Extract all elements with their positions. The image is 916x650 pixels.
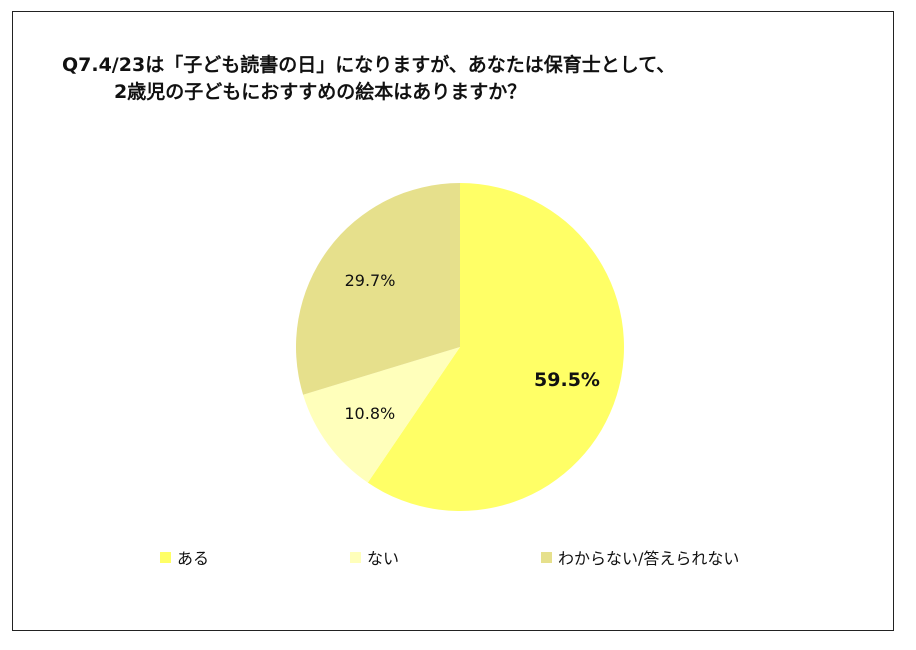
legend-item-wakaranai: わからない/答えられない <box>541 545 739 569</box>
legend-swatch-aru <box>160 551 171 563</box>
data-label-aru: 59.5% <box>534 369 600 391</box>
legend-label-nai: ない <box>367 549 400 568</box>
pie-slice-nai <box>303 347 460 483</box>
legend-swatch-nai <box>350 551 361 563</box>
pie-slice-wakaranai <box>296 182 460 395</box>
chart-title-line-2: 2歳児の子どもにおすすめの絵本はありますか？ <box>114 81 527 103</box>
pie-data-labels: 59.5% 10.8% 29.7% <box>344 271 600 423</box>
chart-legend: ある ない わからない/答えられない <box>0 545 916 569</box>
legend-item-aru: ある <box>160 545 209 569</box>
legend-label-aru: ある <box>177 549 210 568</box>
data-label-wakaranai: 29.7% <box>345 271 396 290</box>
chart-title: Q7.4/23は「子ども読書の日」になりますが、あなたは保育士として、 2歳児の… <box>62 52 675 106</box>
legend-swatch-wakaranai <box>541 551 552 563</box>
legend-label-wakaranai: わからない/答えられない <box>558 549 740 568</box>
pie-slice-aru <box>367 183 625 512</box>
legend-item-nai: ない <box>350 545 399 569</box>
data-label-nai: 10.8% <box>344 404 395 423</box>
pie-slices <box>296 182 625 512</box>
chart-title-line-1: Q7.4/23は「子ども読書の日」になりますが、あなたは保育士として、 <box>62 54 676 76</box>
